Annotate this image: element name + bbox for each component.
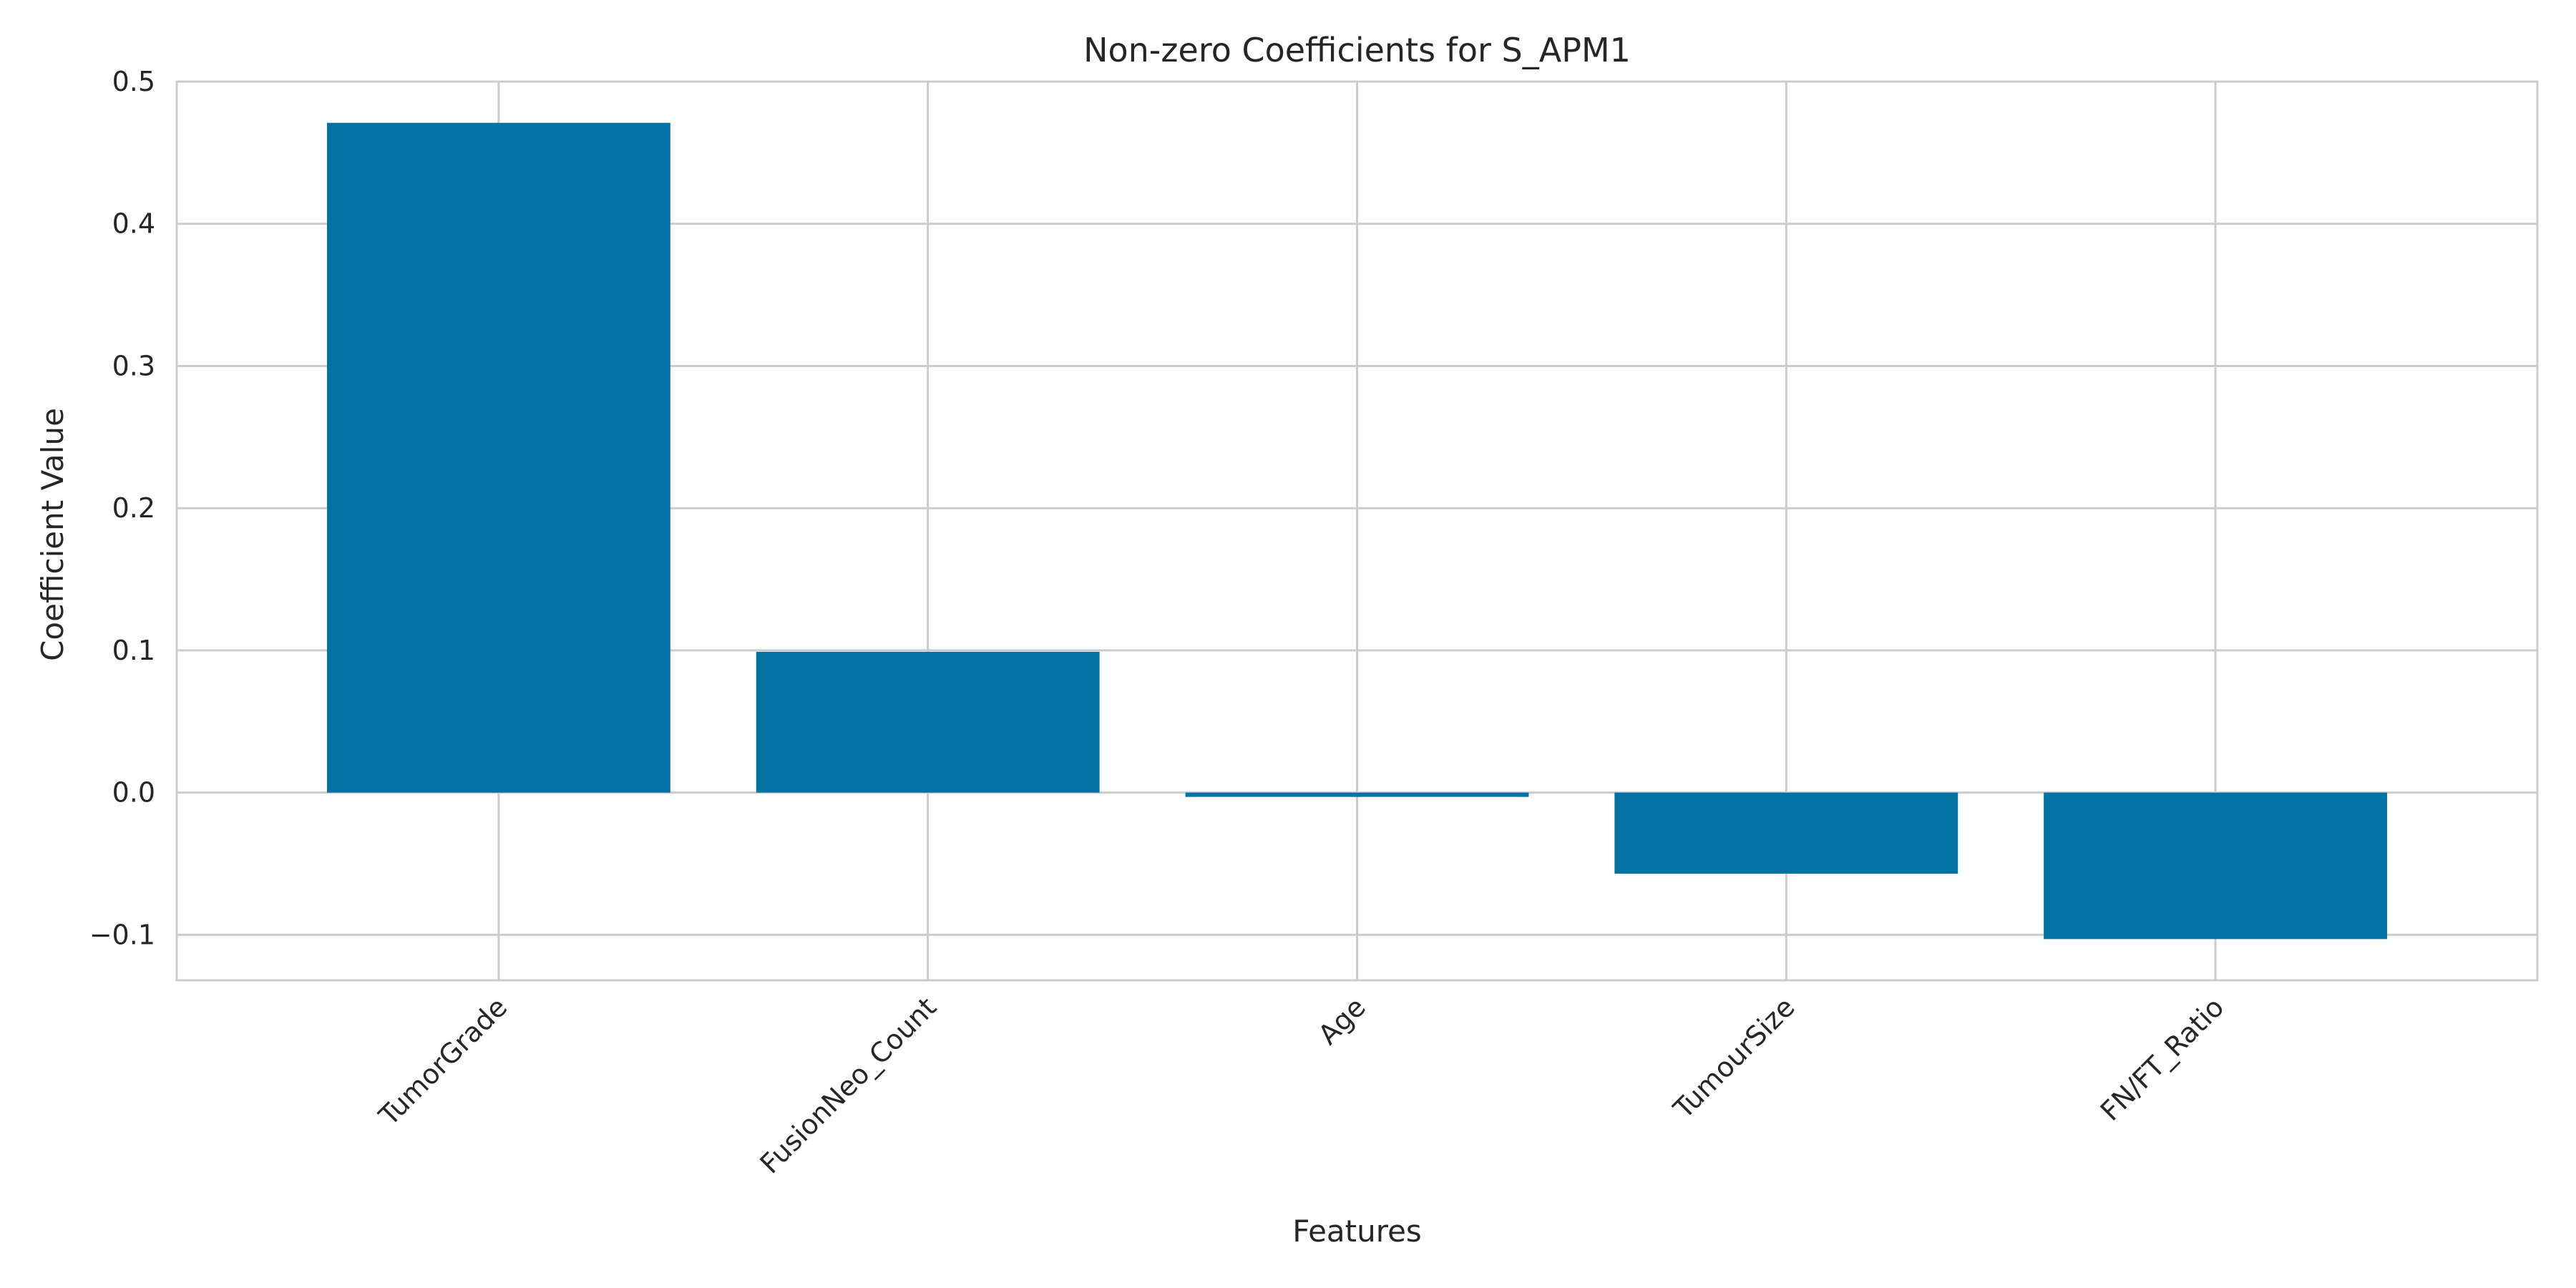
y-tick-label: 0.5 bbox=[112, 66, 155, 97]
bar-fusionneo-count bbox=[756, 651, 1100, 793]
y-tick-labels: −0.1 0.0 0.1 0.2 0.3 0.4 0.5 bbox=[89, 66, 155, 950]
y-tick-label: 0.2 bbox=[112, 492, 155, 524]
y-axis-title: Coefficient Value bbox=[35, 408, 70, 661]
y-tick-label: 0.3 bbox=[112, 350, 155, 381]
chart-title: Non-zero Coefficients for S_APM1 bbox=[1083, 31, 1631, 69]
y-tick-label: −0.1 bbox=[89, 919, 155, 950]
x-axis-title: Features bbox=[1292, 1214, 1422, 1249]
bar-fn-ft-ratio bbox=[2044, 792, 2388, 940]
bar-age bbox=[1185, 792, 1529, 797]
bar-tumorgrade bbox=[326, 122, 670, 793]
y-tick-label: 0.0 bbox=[112, 777, 155, 809]
plot-frame bbox=[175, 80, 2539, 982]
bar-tumoursize bbox=[1614, 792, 1958, 874]
bars-layer bbox=[326, 122, 2388, 940]
y-tick-label: 0.1 bbox=[112, 635, 155, 666]
y-tick-label: 0.4 bbox=[112, 208, 155, 240]
